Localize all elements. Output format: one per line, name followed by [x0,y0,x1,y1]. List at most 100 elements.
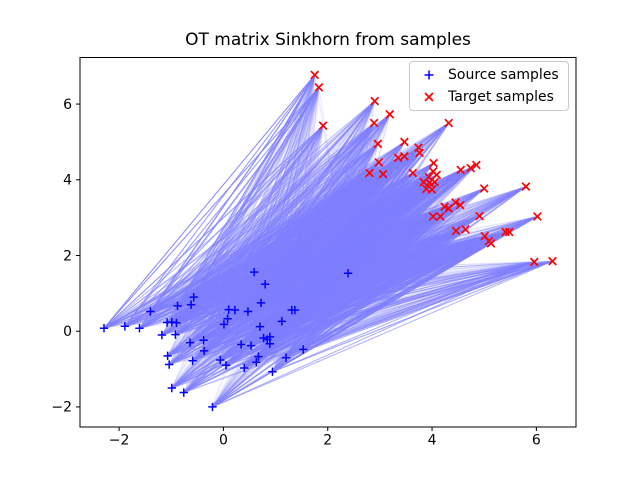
ot-line [183,182,430,393]
ot-line [176,260,553,324]
ot-line [254,231,510,273]
ot-line [103,215,441,329]
ot-line [228,152,420,311]
ot-line [171,74,316,389]
ot-line [227,216,441,320]
ot-line [227,157,399,320]
ot-line [234,181,435,311]
ot-line [347,164,477,274]
ot-line [161,122,450,336]
ot-line [291,173,384,311]
ot-line [177,181,424,307]
ot-line [227,261,535,320]
ot-line [264,74,316,285]
ot-line [234,122,375,311]
ot-line [347,122,375,274]
ot-line [171,235,485,389]
legend-item-source-samples: Source samples [410,64,568,86]
ot-line [189,202,456,344]
ot-line [223,162,434,325]
ot-line [281,141,405,322]
ot-line [150,230,457,313]
ot-line [168,172,414,365]
ot-line [190,147,419,306]
ot-line [193,215,434,298]
ot-line [203,204,461,352]
ot-line [161,157,399,336]
ot-line [176,215,434,324]
ot-line [171,181,424,323]
ot-line [227,74,316,319]
ot-line [228,122,375,310]
ot-line [174,87,320,335]
ot-line [260,260,553,304]
ot-line [294,181,436,311]
ot-line [189,260,553,344]
ot-line [167,113,391,357]
ot-line [176,231,510,324]
ot-line [176,174,438,324]
ot-line [193,186,527,298]
ot-line [265,231,506,285]
ot-line [103,74,316,329]
ot-line [189,74,316,343]
ot-line [174,125,324,335]
ot-line [139,260,553,329]
ot-line [291,204,461,311]
plus-marker-icon [410,69,448,81]
ot-line [193,122,450,298]
ot-line [193,161,380,298]
ot-line [264,189,433,285]
ot-line [259,152,420,328]
ot-line [139,215,434,329]
ot-line [167,260,553,324]
ot-line [176,206,445,324]
ot-line [281,176,430,322]
ot-line [175,172,370,336]
ot-line [294,216,434,311]
ot-line [167,215,538,357]
ot-line [168,74,316,365]
ot-line [167,141,405,357]
ot-line [167,74,316,357]
ot-line [168,113,391,365]
ot-line [223,152,420,325]
ot-line [203,181,425,341]
ot-line [167,235,485,357]
ot-line [247,204,461,313]
ot-line [228,174,438,311]
ot-line [253,122,450,273]
ot-line [347,186,527,274]
ot-line [223,176,430,325]
ot-line [166,113,391,323]
ot-line [169,261,535,366]
ot-line [124,174,437,327]
ot-line [175,143,379,336]
ot-line [281,242,492,322]
ot-line [253,162,434,273]
ot-line [203,216,434,352]
ot-line [203,204,461,341]
ot-line [228,228,466,311]
ot-line [203,143,379,341]
ot-line [227,152,420,320]
ot-line [234,202,456,311]
ot-line [203,87,320,341]
ot-line [291,216,441,311]
ot-line [171,215,441,323]
ot-line [247,216,434,313]
ot-line [254,235,485,273]
ot-line [192,164,477,362]
ot-line [161,181,435,336]
ot-line [291,141,405,311]
ot-line [294,147,419,311]
ot-line [177,152,420,307]
ot-line [247,188,427,312]
ot-line [223,231,510,325]
ot-line [291,181,436,311]
ot-line [168,141,405,365]
ot-line [347,157,399,274]
ot-line [176,161,380,324]
ot-line [190,228,466,306]
ot-line [168,161,380,365]
